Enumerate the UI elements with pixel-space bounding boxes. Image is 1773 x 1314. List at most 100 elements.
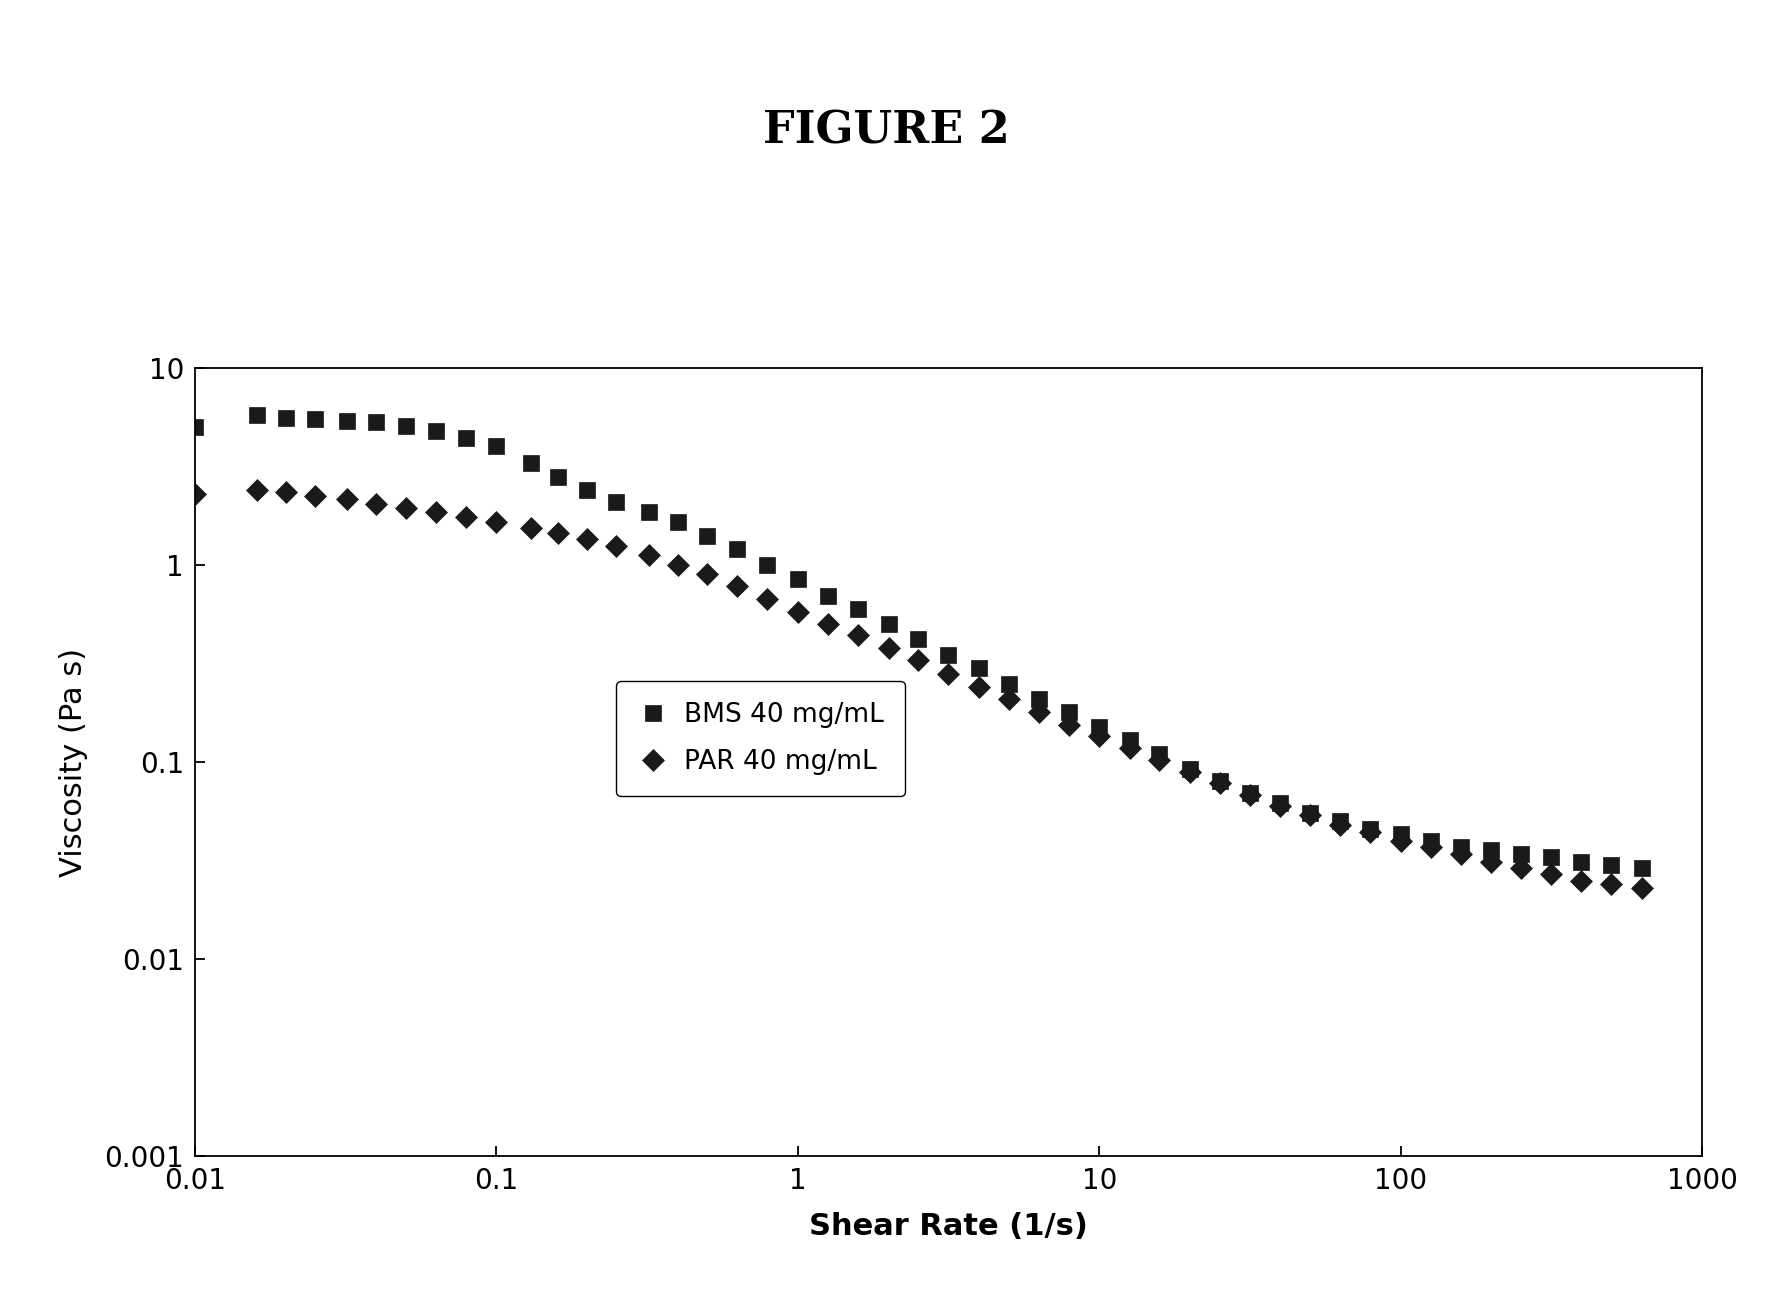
PAR 40 mg/mL [847, 627, 869, 643]
BMS 40 mg/mL [456, 430, 477, 445]
PAR 40 mg/mL [817, 616, 839, 632]
BMS 40 mg/mL [817, 587, 839, 603]
BMS 40 mg/mL [246, 406, 268, 422]
BMS 40 mg/mL [1541, 849, 1562, 865]
X-axis label: Shear Rate (1/s): Shear Rate (1/s) [808, 1212, 1089, 1242]
BMS 40 mg/mL [998, 675, 1019, 691]
PAR 40 mg/mL [1300, 807, 1321, 823]
BMS 40 mg/mL [1420, 833, 1441, 849]
PAR 40 mg/mL [1239, 787, 1261, 803]
PAR 40 mg/mL [878, 640, 899, 656]
BMS 40 mg/mL [847, 600, 869, 616]
BMS 40 mg/mL [878, 616, 899, 632]
PAR 40 mg/mL [1209, 775, 1230, 791]
PAR 40 mg/mL [1480, 854, 1502, 870]
BMS 40 mg/mL [727, 541, 748, 557]
BMS 40 mg/mL [1360, 821, 1381, 837]
PAR 40 mg/mL [606, 537, 628, 553]
BMS 40 mg/mL [337, 413, 358, 428]
PAR 40 mg/mL [426, 505, 447, 520]
Legend: BMS 40 mg/mL, PAR 40 mg/mL: BMS 40 mg/mL, PAR 40 mg/mL [615, 681, 906, 796]
BMS 40 mg/mL [1601, 857, 1622, 872]
BMS 40 mg/mL [548, 469, 569, 485]
PAR 40 mg/mL [1028, 704, 1050, 720]
PAR 40 mg/mL [1571, 872, 1592, 888]
PAR 40 mg/mL [1601, 876, 1622, 892]
PAR 40 mg/mL [337, 491, 358, 507]
BMS 40 mg/mL [1511, 846, 1532, 862]
BMS 40 mg/mL [757, 557, 778, 573]
PAR 40 mg/mL [395, 499, 417, 515]
PAR 40 mg/mL [1631, 880, 1652, 896]
BMS 40 mg/mL [486, 439, 507, 455]
PAR 40 mg/mL [727, 578, 748, 594]
PAR 40 mg/mL [519, 519, 541, 535]
PAR 40 mg/mL [456, 510, 477, 526]
PAR 40 mg/mL [757, 591, 778, 607]
BMS 40 mg/mL [365, 414, 387, 430]
PAR 40 mg/mL [1179, 765, 1200, 781]
Text: FIGURE 2: FIGURE 2 [762, 110, 1011, 152]
PAR 40 mg/mL [275, 484, 296, 499]
PAR 40 mg/mL [1511, 861, 1532, 876]
BMS 40 mg/mL [576, 482, 598, 498]
PAR 40 mg/mL [968, 679, 989, 695]
PAR 40 mg/mL [246, 482, 268, 498]
BMS 40 mg/mL [1330, 813, 1351, 829]
PAR 40 mg/mL [1390, 833, 1411, 849]
BMS 40 mg/mL [395, 418, 417, 434]
PAR 40 mg/mL [1450, 846, 1472, 862]
Line: PAR 40 mg/mL: PAR 40 mg/mL [188, 482, 1649, 896]
PAR 40 mg/mL [1119, 740, 1140, 756]
PAR 40 mg/mL [1269, 798, 1291, 813]
BMS 40 mg/mL [1028, 691, 1050, 707]
BMS 40 mg/mL [1209, 774, 1230, 790]
BMS 40 mg/mL [1119, 732, 1140, 748]
PAR 40 mg/mL [998, 691, 1019, 707]
BMS 40 mg/mL [1269, 795, 1291, 811]
PAR 40 mg/mL [1089, 728, 1110, 744]
BMS 40 mg/mL [1239, 784, 1261, 800]
PAR 40 mg/mL [1058, 716, 1080, 732]
PAR 40 mg/mL [365, 495, 387, 511]
BMS 40 mg/mL [1058, 704, 1080, 720]
BMS 40 mg/mL [787, 572, 808, 587]
PAR 40 mg/mL [1420, 840, 1441, 855]
BMS 40 mg/mL [908, 632, 929, 648]
BMS 40 mg/mL [305, 411, 326, 427]
BMS 40 mg/mL [184, 419, 206, 435]
BMS 40 mg/mL [968, 660, 989, 675]
BMS 40 mg/mL [1089, 720, 1110, 736]
BMS 40 mg/mL [1300, 805, 1321, 821]
PAR 40 mg/mL [305, 487, 326, 503]
PAR 40 mg/mL [908, 652, 929, 668]
BMS 40 mg/mL [697, 528, 718, 544]
BMS 40 mg/mL [1631, 861, 1652, 876]
BMS 40 mg/mL [1390, 827, 1411, 842]
BMS 40 mg/mL [638, 505, 660, 520]
Y-axis label: Viscosity (Pa s): Viscosity (Pa s) [59, 648, 87, 876]
Line: BMS 40 mg/mL: BMS 40 mg/mL [188, 407, 1649, 875]
BMS 40 mg/mL [1179, 761, 1200, 777]
PAR 40 mg/mL [576, 531, 598, 547]
PAR 40 mg/mL [548, 526, 569, 541]
PAR 40 mg/mL [1330, 817, 1351, 833]
BMS 40 mg/mL [1480, 842, 1502, 858]
BMS 40 mg/mL [1149, 746, 1170, 762]
PAR 40 mg/mL [486, 514, 507, 530]
BMS 40 mg/mL [275, 410, 296, 426]
PAR 40 mg/mL [787, 603, 808, 619]
PAR 40 mg/mL [667, 557, 688, 573]
BMS 40 mg/mL [519, 455, 541, 470]
PAR 40 mg/mL [1541, 866, 1562, 882]
PAR 40 mg/mL [1149, 753, 1170, 769]
PAR 40 mg/mL [938, 666, 959, 682]
BMS 40 mg/mL [938, 646, 959, 662]
BMS 40 mg/mL [606, 494, 628, 510]
BMS 40 mg/mL [667, 514, 688, 530]
BMS 40 mg/mL [426, 423, 447, 439]
PAR 40 mg/mL [1360, 824, 1381, 840]
BMS 40 mg/mL [1571, 854, 1592, 870]
BMS 40 mg/mL [1450, 840, 1472, 855]
PAR 40 mg/mL [638, 548, 660, 564]
